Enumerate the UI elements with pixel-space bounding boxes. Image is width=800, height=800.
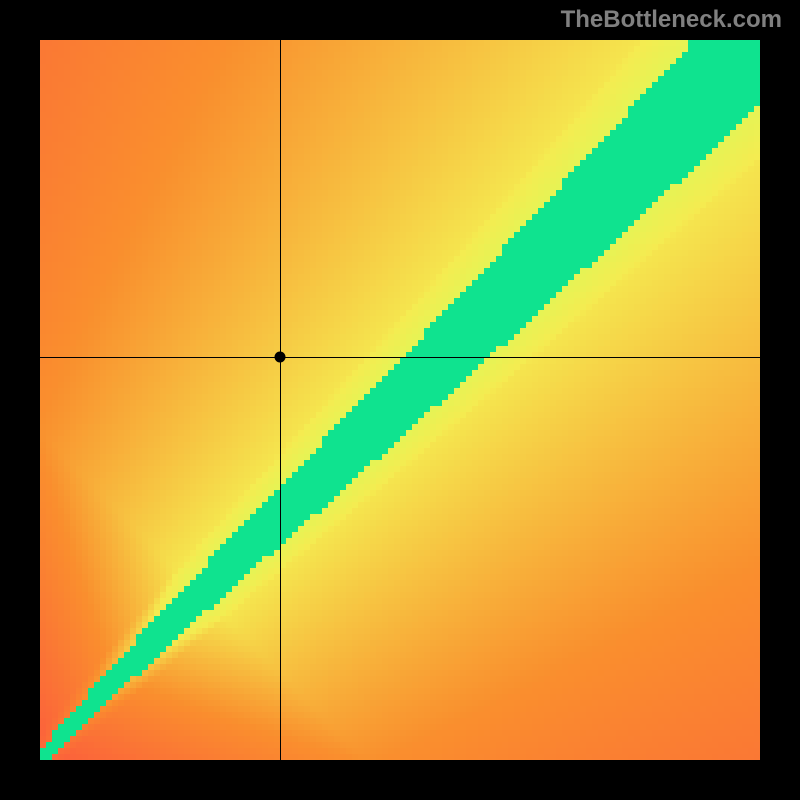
plot-area	[40, 40, 760, 760]
watermark-text: TheBottleneck.com	[561, 6, 782, 34]
heatmap-canvas	[40, 40, 760, 760]
marker-dot	[274, 351, 285, 362]
crosshair-horizontal	[40, 357, 760, 358]
chart-container: TheBottleneck.com	[0, 0, 800, 800]
crosshair-vertical	[280, 40, 281, 760]
